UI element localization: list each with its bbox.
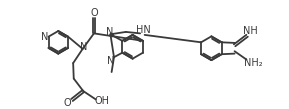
Text: N: N bbox=[80, 42, 88, 52]
Text: OH: OH bbox=[95, 96, 110, 106]
Text: NH₂: NH₂ bbox=[244, 58, 262, 68]
Text: O: O bbox=[64, 98, 71, 108]
Text: N: N bbox=[107, 56, 115, 66]
Text: N: N bbox=[106, 27, 114, 37]
Text: N: N bbox=[41, 32, 49, 42]
Text: HN: HN bbox=[136, 25, 151, 35]
Text: O: O bbox=[90, 8, 98, 18]
Text: NH: NH bbox=[243, 26, 257, 36]
